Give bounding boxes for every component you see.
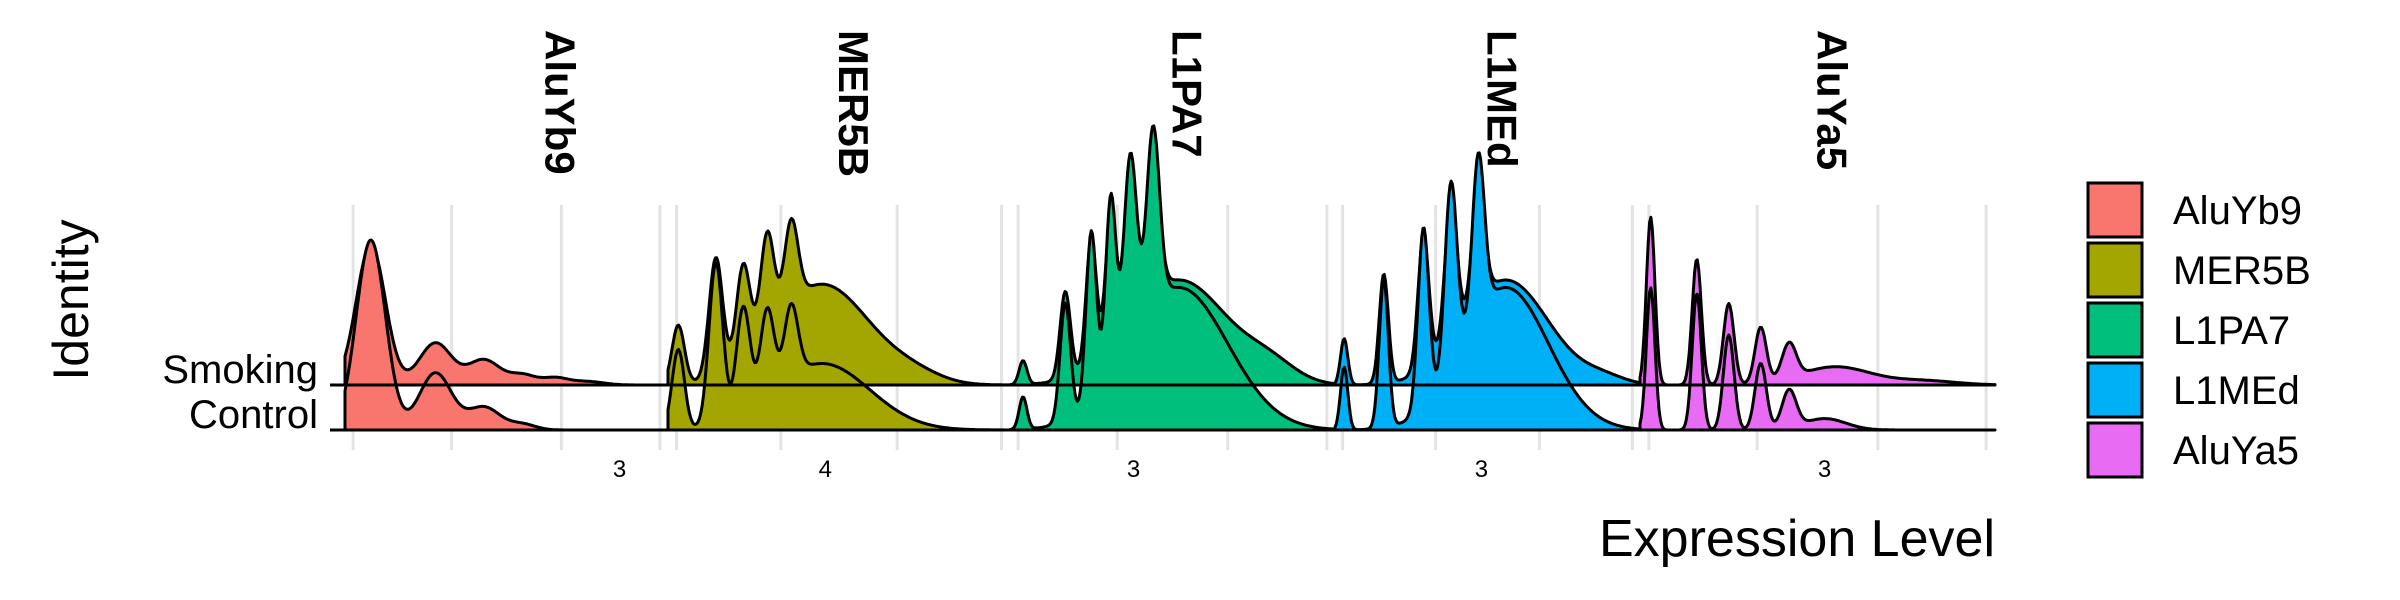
x-axis-label: Expression Level — [1599, 510, 1995, 568]
legend-label-AluYb9: AluYb9 — [2173, 189, 2302, 233]
y-axis-label: Identity — [43, 219, 99, 380]
panel-label-L1PA7: L1PA7 — [1164, 30, 1211, 158]
x-tick-labels: 3 4 3 3 3 — [613, 456, 1831, 483]
legend-label-L1PA7: L1PA7 — [2173, 309, 2290, 353]
panel-label-L1MEd: L1MEd — [1479, 30, 1526, 168]
legend-label-MER5B: MER5B — [2173, 249, 2311, 293]
legend: AluYb9 MER5B L1PA7 L1MEd AluYa5 — [2086, 181, 2311, 479]
legend-swatch-AluYb9 — [2086, 181, 2144, 239]
ridge-control-AluYa5 — [1638, 286, 1997, 432]
row-label-smoking: Smoking — [162, 348, 318, 392]
legend-swatch-AluYa5 — [2086, 421, 2144, 479]
legend-label-L1MEd: L1MEd — [2173, 369, 2300, 413]
ridge-areas — [343, 124, 1997, 432]
legend-swatch-L1MEd — [2086, 361, 2144, 419]
ridge-smoking-MER5B — [666, 217, 1012, 387]
ridge-control-L1MEd — [1333, 151, 1642, 432]
legend-label-AluYa5: AluYa5 — [2173, 429, 2299, 473]
ridge-control-L1PA7 — [1008, 124, 1337, 432]
panel-labels: AluYb9 MER5B L1PA7 L1MEd AluYa5 — [536, 30, 1855, 177]
x-tick-label: 3 — [1475, 456, 1488, 483]
x-tick-label: 3 — [613, 456, 626, 483]
legend-swatch-MER5B — [2086, 241, 2144, 299]
panel-label-AluYa5: AluYa5 — [1809, 30, 1856, 170]
x-tick-label: 3 — [1818, 456, 1831, 483]
panel-label-MER5B: MER5B — [830, 30, 877, 177]
row-label-control: Control — [189, 393, 318, 437]
x-tick-label: 4 — [819, 456, 832, 483]
x-tick-label: 3 — [1127, 456, 1140, 483]
row-baselines — [330, 383, 1995, 432]
legend-swatch-L1PA7 — [2086, 301, 2144, 359]
panel-label-AluYb9: AluYb9 — [536, 30, 583, 175]
